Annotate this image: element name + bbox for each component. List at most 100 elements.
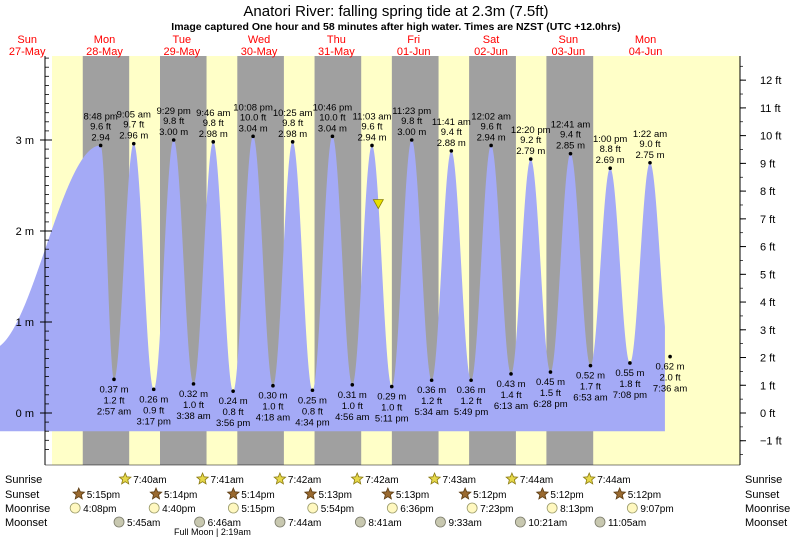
low-tide-feet: 1.2 ft <box>461 396 482 407</box>
y-tick-label-m: 2 m <box>16 226 34 238</box>
tide-point <box>98 143 103 148</box>
moonrise-time: 5:15pm <box>241 504 274 515</box>
tide-point <box>648 160 652 165</box>
tide-point <box>548 370 553 374</box>
day-date-label: 04-Jun <box>629 46 663 58</box>
low-tide-metres: 0.52 m <box>576 371 605 382</box>
high-tide-time: 11:23 pm <box>392 106 431 117</box>
tide-point <box>370 143 374 148</box>
high-tide-feet: 9.6 ft <box>361 121 382 132</box>
tide-curve-layer <box>0 136 665 432</box>
high-tide-time: 9:46 am <box>196 108 230 119</box>
low-tide-time: 4:56 am <box>335 412 369 423</box>
y2-tick-label-ft: −1 ft <box>760 436 782 448</box>
moonrise-time: 8:13pm <box>560 504 593 515</box>
high-tide-time: 1:00 pm <box>593 134 627 145</box>
day-name-label: Fri <box>407 34 420 46</box>
high-tide-feet: 9.2 ft <box>520 135 541 146</box>
low-tide-feet: 1.0 ft <box>183 400 204 411</box>
chart-title: Anatori River: falling spring tide at 2.… <box>243 3 548 20</box>
y2-tick-label-ft: 2 ft <box>760 353 775 365</box>
low-tide-feet: 0.9 ft <box>143 405 164 416</box>
high-tide-time: 1:22 am <box>633 129 667 140</box>
low-tide-feet: 0.8 ft <box>223 407 244 418</box>
sunrise-icon <box>350 471 364 485</box>
y2-tick-label-ft: 0 ft <box>760 408 775 420</box>
tide-point <box>449 149 454 153</box>
y2-tick-label-ft: 11 ft <box>760 103 781 115</box>
y2-tick-label-ft: 7 ft <box>760 214 775 226</box>
high-tide-feet: 9.8 ft <box>163 116 184 127</box>
sunrise-time: 7:44am <box>520 475 553 486</box>
tide-point <box>151 387 156 392</box>
moonrise-time: 9:07pm <box>640 504 673 515</box>
sunrise-time: 7:40am <box>133 475 166 486</box>
tide-point <box>350 382 355 387</box>
high-tide-time: 11:41 am <box>432 117 471 128</box>
low-tide-time: 5:11 pm <box>375 414 409 425</box>
sunset-time: 5:12pm <box>628 490 661 501</box>
low-tide-feet: 1.2 ft <box>103 395 124 406</box>
axes-layer: 3 m 2 m 1 m 0 m 12 ft 11 ft 10 ft 9 ft 8 ft 7 ft 6… <box>9 34 782 466</box>
low-tide-metres: 0.43 m <box>496 379 525 390</box>
high-tide-metres: 2.96 m <box>119 131 148 142</box>
low-tide-time: 4:34 pm <box>295 417 329 428</box>
low-tide-feet: 1.4 ft <box>500 390 521 401</box>
high-tide-metres: 2.94 <box>91 132 110 143</box>
tide-point <box>668 354 672 359</box>
day-name-label: Sun <box>17 34 37 46</box>
moonrise-time: 7:23pm <box>480 504 513 515</box>
low-tide-metres: 0.30 m <box>258 391 287 402</box>
y-tick-label-m: 0 m <box>16 408 34 420</box>
sunset-icon <box>226 486 241 500</box>
tide-point <box>409 138 414 142</box>
high-tide-feet: 9.8 ft <box>203 118 224 129</box>
high-tide-feet: 8.8 ft <box>600 144 621 155</box>
low-tide-feet: 0.8 ft <box>302 406 323 417</box>
moonset-icon <box>435 516 446 528</box>
low-tide-feet: 2.0 ft <box>660 373 681 384</box>
y2-tick-label-ft: 8 ft <box>760 186 775 198</box>
moonrise-icon <box>626 502 638 514</box>
current-tide-marker <box>372 199 385 210</box>
sunset-icon <box>149 486 163 500</box>
sunset-time: 5:13pm <box>319 490 352 501</box>
sunrise-time: 7:41am <box>211 475 244 486</box>
tide-point <box>191 382 196 386</box>
y2-tick-label-ft: 3 ft <box>760 325 775 337</box>
high-tide-time: 12:41 am <box>551 120 591 131</box>
low-tide-feet: 1.2 ft <box>421 396 442 407</box>
high-tide-time: 11:03 am <box>353 111 392 122</box>
day-name-label: Thu <box>327 34 346 46</box>
sunrise-time: 7:43am <box>443 475 476 486</box>
moonset-icon <box>274 516 286 528</box>
high-tide-feet: 10.0 ft <box>319 112 346 123</box>
low-tide-metres: 0.62 m <box>656 362 685 373</box>
moonset-time: 5:45am <box>127 518 160 529</box>
tide-point <box>588 363 593 368</box>
high-tide-metres: 2.88 m <box>437 138 466 149</box>
high-tide-metres: 2.94 m <box>357 132 386 143</box>
tide-point <box>389 384 394 389</box>
y-tick-label-m: 1 m <box>16 317 34 329</box>
day-name-label: Mon <box>94 34 115 46</box>
day-date-label: 27-May <box>9 46 46 58</box>
sunset-icon <box>458 486 472 500</box>
header-layer: Anatori River: falling spring tide at 2.… <box>171 3 620 33</box>
high-tide-feet: 9.4 ft <box>560 130 581 141</box>
high-tide-time: 12:02 am <box>471 111 511 122</box>
high-tide-metres: 2.98 m <box>199 129 228 140</box>
day-date-label: 03-Jun <box>551 46 585 58</box>
y2-tick-label-ft: 6 ft <box>760 242 775 254</box>
moonrise-icon <box>307 502 319 514</box>
low-tide-time: 3:56 pm <box>216 418 250 429</box>
sunrise-icon <box>427 471 442 485</box>
high-tide-feet: 9.0 ft <box>639 139 660 150</box>
low-tide-time: 3:38 am <box>176 411 210 422</box>
row-label-left: Moonset <box>5 517 47 529</box>
high-tide-metres: 2.69 m <box>596 155 625 166</box>
day-date-label: 28-May <box>86 46 123 58</box>
low-tide-metres: 0.24 m <box>219 396 248 407</box>
low-tide-metres: 0.25 m <box>298 395 327 406</box>
tide-point <box>608 166 612 171</box>
